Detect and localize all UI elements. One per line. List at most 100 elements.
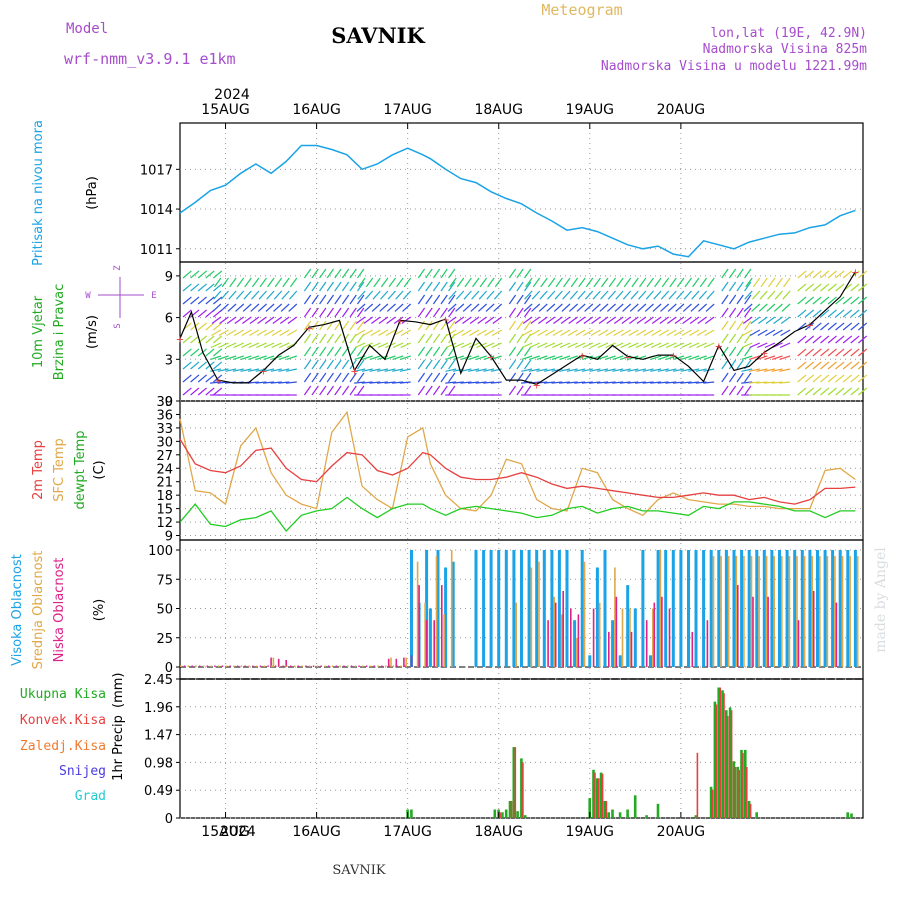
wind-barb [460, 381, 472, 384]
wind-barb [286, 355, 297, 360]
wind-speed-marker: + [532, 380, 540, 391]
wind-barb [842, 374, 853, 383]
wind-barb [251, 290, 260, 300]
wind-barb [326, 385, 334, 396]
wind-barb [521, 355, 533, 360]
wind-barb [319, 281, 327, 292]
wind-barb [584, 303, 594, 312]
wind-barb [619, 368, 631, 372]
wind-barb [552, 329, 563, 337]
wind-barb [376, 381, 388, 384]
wind-barb [589, 355, 601, 360]
wind-barb [536, 355, 548, 360]
cloud-trace [180, 665, 182, 667]
wind-barb [529, 342, 540, 349]
wind-barb [736, 346, 744, 357]
wind-barb [197, 322, 207, 331]
precip-convective-bar [723, 693, 725, 818]
precip-convective-bar [727, 715, 729, 818]
precip-total-bar [713, 701, 717, 818]
wind-speed-marker: + [305, 323, 313, 334]
wind-barb [531, 290, 541, 300]
wind-barb [468, 355, 480, 360]
wind-barb [835, 270, 845, 279]
wind-tick-label: 6 [165, 312, 173, 327]
wind-barb [521, 368, 533, 372]
cloud-mid-bar [614, 567, 616, 667]
wind-barb [858, 322, 868, 331]
precip-total-bar [611, 809, 614, 818]
precip-convective-bar [734, 766, 737, 818]
wind-barb [425, 346, 433, 357]
wind-barb [288, 303, 298, 312]
precip-tick-label: 1.47 [144, 729, 173, 744]
cloud-high-bar [504, 550, 508, 667]
cloud-mid-bar [598, 602, 601, 667]
wind-barb [190, 296, 200, 305]
cloud-trace [324, 665, 326, 667]
wind-barb [476, 329, 487, 337]
cloud-low-bar [653, 602, 656, 667]
wind-barb [363, 316, 374, 324]
wind-barb [341, 294, 350, 305]
wind-barb [349, 320, 357, 331]
wind-barb [319, 359, 327, 370]
wind-barb [285, 381, 297, 384]
wind-barb [563, 277, 571, 288]
cloud-high-bar [527, 550, 531, 667]
cloud-low-bar [570, 608, 572, 667]
wind-barb [613, 329, 624, 337]
wind-barb [544, 342, 556, 349]
cloud-high-bar [428, 608, 432, 667]
legend-grad: Grad [75, 789, 106, 804]
wind-barb [205, 283, 215, 292]
wind-barb [779, 342, 791, 349]
wind-barb [628, 342, 639, 349]
wind-barb [820, 361, 830, 370]
cloud-high-bar [410, 550, 413, 667]
wind-barb [797, 270, 807, 279]
wind-barb [646, 277, 654, 288]
cloud-low-bar [737, 585, 739, 667]
wind-barb [445, 368, 457, 372]
wind-barb [462, 316, 472, 324]
wind-barb [827, 270, 837, 279]
wind-barb [669, 277, 677, 288]
cloud-low-bar [277, 658, 280, 667]
wind-barb [213, 322, 223, 331]
cloud-low-bar [270, 657, 272, 667]
wind-barb [425, 320, 433, 331]
wind-barb [736, 294, 744, 305]
cloud-mid-bar [788, 555, 791, 667]
wind-barb [213, 270, 223, 279]
precip-total-bar [633, 795, 637, 818]
wind-barb [251, 277, 260, 288]
wind-barb [492, 316, 503, 324]
wind-barb [688, 355, 700, 360]
wind-barb [399, 381, 411, 384]
cloud-mid-bar [758, 555, 760, 667]
wind-barb [607, 290, 617, 300]
wind-barb [380, 290, 389, 300]
temp-unit: (C) [92, 460, 107, 479]
wind-barb [703, 342, 715, 349]
wind-barb [653, 290, 662, 300]
cloud-low-bar [630, 631, 633, 667]
wind-barb [581, 368, 593, 372]
cloud-high-bar [444, 567, 448, 667]
wind-barb [559, 368, 571, 372]
wind-unit: (m/s) [85, 315, 100, 349]
wind-barb [280, 303, 290, 312]
temp-tick-label: 21 [156, 476, 173, 491]
wind-barb [319, 385, 327, 396]
wind-barb [597, 368, 609, 372]
wind-barb [311, 372, 319, 383]
cloud-low-bar [395, 658, 398, 667]
wind-barb [453, 342, 465, 349]
wind-barb [242, 303, 252, 312]
wind-barb [190, 283, 200, 292]
wind-barb [210, 368, 222, 372]
wind-barb [469, 316, 480, 324]
wind-barb [543, 381, 555, 384]
wind-barb [578, 277, 586, 288]
